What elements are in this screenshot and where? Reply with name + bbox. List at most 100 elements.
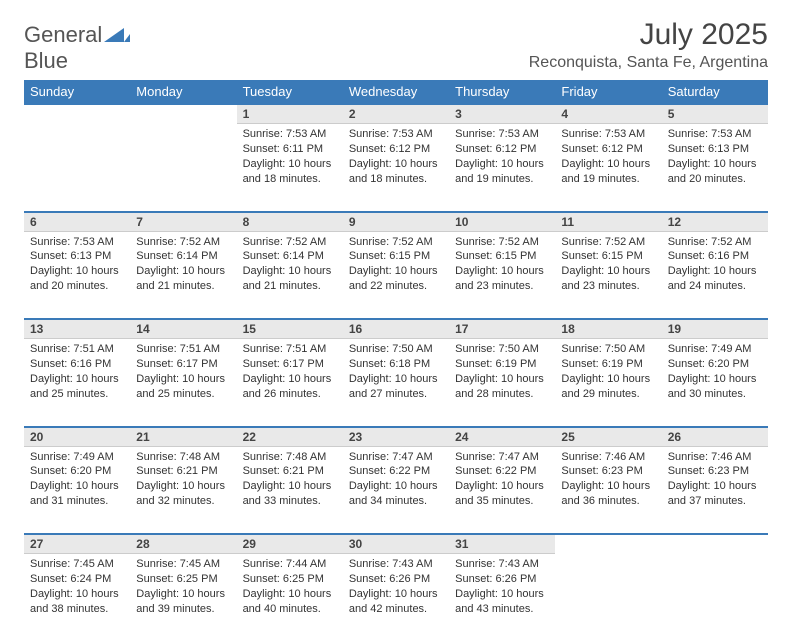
title-block: July 2025 Reconquista, Santa Fe, Argenti… bbox=[529, 18, 768, 72]
day-cell: Sunrise: 7:52 AMSunset: 6:16 PMDaylight:… bbox=[662, 231, 768, 319]
calendar-page: General Blue July 2025 Reconquista, Sant… bbox=[0, 0, 792, 642]
day-cell: Sunrise: 7:53 AMSunset: 6:13 PMDaylight:… bbox=[662, 124, 768, 212]
day-cell: Sunrise: 7:53 AMSunset: 6:11 PMDaylight:… bbox=[237, 124, 343, 212]
day-cell: Sunrise: 7:49 AMSunset: 6:20 PMDaylight:… bbox=[24, 446, 130, 534]
day-number-cell bbox=[130, 104, 236, 124]
day-number-cell: 11 bbox=[555, 212, 661, 232]
day-details: Sunrise: 7:51 AMSunset: 6:16 PMDaylight:… bbox=[24, 339, 130, 407]
day-number-cell: 5 bbox=[662, 104, 768, 124]
day-details: Sunrise: 7:51 AMSunset: 6:17 PMDaylight:… bbox=[130, 339, 236, 407]
day-details: Sunrise: 7:48 AMSunset: 6:21 PMDaylight:… bbox=[237, 447, 343, 515]
day-details: Sunrise: 7:53 AMSunset: 6:12 PMDaylight:… bbox=[555, 124, 661, 192]
day-details: Sunrise: 7:43 AMSunset: 6:26 PMDaylight:… bbox=[343, 554, 449, 622]
day-cell: Sunrise: 7:53 AMSunset: 6:13 PMDaylight:… bbox=[24, 231, 130, 319]
weekday-header-row: Sunday Monday Tuesday Wednesday Thursday… bbox=[24, 80, 768, 104]
day-details: Sunrise: 7:47 AMSunset: 6:22 PMDaylight:… bbox=[449, 447, 555, 515]
weekday-header: Sunday bbox=[24, 80, 130, 104]
day-cell: Sunrise: 7:46 AMSunset: 6:23 PMDaylight:… bbox=[662, 446, 768, 534]
day-details: Sunrise: 7:52 AMSunset: 6:15 PMDaylight:… bbox=[449, 232, 555, 300]
day-cell: Sunrise: 7:50 AMSunset: 6:19 PMDaylight:… bbox=[555, 339, 661, 427]
weekday-header: Saturday bbox=[662, 80, 768, 104]
day-cell: Sunrise: 7:51 AMSunset: 6:17 PMDaylight:… bbox=[237, 339, 343, 427]
day-cell: Sunrise: 7:52 AMSunset: 6:14 PMDaylight:… bbox=[130, 231, 236, 319]
day-cell: Sunrise: 7:53 AMSunset: 6:12 PMDaylight:… bbox=[343, 124, 449, 212]
day-cell: Sunrise: 7:50 AMSunset: 6:19 PMDaylight:… bbox=[449, 339, 555, 427]
day-cell: Sunrise: 7:51 AMSunset: 6:17 PMDaylight:… bbox=[130, 339, 236, 427]
day-cell: Sunrise: 7:52 AMSunset: 6:15 PMDaylight:… bbox=[449, 231, 555, 319]
day-details: Sunrise: 7:52 AMSunset: 6:14 PMDaylight:… bbox=[237, 232, 343, 300]
day-details: Sunrise: 7:47 AMSunset: 6:22 PMDaylight:… bbox=[343, 447, 449, 515]
day-details: Sunrise: 7:53 AMSunset: 6:11 PMDaylight:… bbox=[237, 124, 343, 192]
weekday-header: Wednesday bbox=[343, 80, 449, 104]
day-details: Sunrise: 7:53 AMSunset: 6:12 PMDaylight:… bbox=[449, 124, 555, 192]
day-number-cell: 30 bbox=[343, 534, 449, 554]
day-details: Sunrise: 7:50 AMSunset: 6:19 PMDaylight:… bbox=[555, 339, 661, 407]
day-number-cell: 7 bbox=[130, 212, 236, 232]
day-number-cell: 9 bbox=[343, 212, 449, 232]
day-cell: Sunrise: 7:49 AMSunset: 6:20 PMDaylight:… bbox=[662, 339, 768, 427]
day-number-cell: 28 bbox=[130, 534, 236, 554]
day-number-cell: 21 bbox=[130, 427, 236, 447]
day-details: Sunrise: 7:44 AMSunset: 6:25 PMDaylight:… bbox=[237, 554, 343, 622]
day-cell bbox=[555, 554, 661, 642]
day-details: Sunrise: 7:53 AMSunset: 6:13 PMDaylight:… bbox=[662, 124, 768, 192]
day-details: Sunrise: 7:46 AMSunset: 6:23 PMDaylight:… bbox=[662, 447, 768, 515]
day-number-cell: 14 bbox=[130, 319, 236, 339]
day-cell: Sunrise: 7:50 AMSunset: 6:18 PMDaylight:… bbox=[343, 339, 449, 427]
month-title: July 2025 bbox=[529, 18, 768, 52]
day-details: Sunrise: 7:50 AMSunset: 6:19 PMDaylight:… bbox=[449, 339, 555, 407]
weekday-header: Tuesday bbox=[237, 80, 343, 104]
day-cell: Sunrise: 7:47 AMSunset: 6:22 PMDaylight:… bbox=[343, 446, 449, 534]
day-cell: Sunrise: 7:48 AMSunset: 6:21 PMDaylight:… bbox=[237, 446, 343, 534]
day-details: Sunrise: 7:53 AMSunset: 6:13 PMDaylight:… bbox=[24, 232, 130, 300]
day-content-row: Sunrise: 7:45 AMSunset: 6:24 PMDaylight:… bbox=[24, 554, 768, 642]
day-cell: Sunrise: 7:53 AMSunset: 6:12 PMDaylight:… bbox=[555, 124, 661, 212]
day-cell bbox=[662, 554, 768, 642]
day-cell: Sunrise: 7:43 AMSunset: 6:26 PMDaylight:… bbox=[449, 554, 555, 642]
day-number-cell bbox=[555, 534, 661, 554]
day-number-cell: 23 bbox=[343, 427, 449, 447]
day-number-cell: 6 bbox=[24, 212, 130, 232]
day-number-cell: 8 bbox=[237, 212, 343, 232]
day-cell bbox=[24, 124, 130, 212]
day-details: Sunrise: 7:45 AMSunset: 6:25 PMDaylight:… bbox=[130, 554, 236, 622]
day-cell: Sunrise: 7:48 AMSunset: 6:21 PMDaylight:… bbox=[130, 446, 236, 534]
weekday-header: Thursday bbox=[449, 80, 555, 104]
day-number-row: 12345 bbox=[24, 104, 768, 124]
day-number-row: 20212223242526 bbox=[24, 427, 768, 447]
day-details: Sunrise: 7:49 AMSunset: 6:20 PMDaylight:… bbox=[662, 339, 768, 407]
day-number-cell: 27 bbox=[24, 534, 130, 554]
day-content-row: Sunrise: 7:51 AMSunset: 6:16 PMDaylight:… bbox=[24, 339, 768, 427]
day-number-cell: 3 bbox=[449, 104, 555, 124]
day-number-cell: 10 bbox=[449, 212, 555, 232]
day-number-cell: 31 bbox=[449, 534, 555, 554]
day-number-cell: 22 bbox=[237, 427, 343, 447]
day-cell: Sunrise: 7:46 AMSunset: 6:23 PMDaylight:… bbox=[555, 446, 661, 534]
day-cell: Sunrise: 7:44 AMSunset: 6:25 PMDaylight:… bbox=[237, 554, 343, 642]
day-details: Sunrise: 7:46 AMSunset: 6:23 PMDaylight:… bbox=[555, 447, 661, 515]
day-details: Sunrise: 7:52 AMSunset: 6:14 PMDaylight:… bbox=[130, 232, 236, 300]
day-cell: Sunrise: 7:52 AMSunset: 6:15 PMDaylight:… bbox=[555, 231, 661, 319]
day-cell: Sunrise: 7:52 AMSunset: 6:15 PMDaylight:… bbox=[343, 231, 449, 319]
weekday-header: Monday bbox=[130, 80, 236, 104]
day-number-cell: 1 bbox=[237, 104, 343, 124]
day-details: Sunrise: 7:52 AMSunset: 6:15 PMDaylight:… bbox=[555, 232, 661, 300]
day-cell: Sunrise: 7:45 AMSunset: 6:24 PMDaylight:… bbox=[24, 554, 130, 642]
day-content-row: Sunrise: 7:53 AMSunset: 6:11 PMDaylight:… bbox=[24, 124, 768, 212]
day-number-cell: 18 bbox=[555, 319, 661, 339]
day-details: Sunrise: 7:43 AMSunset: 6:26 PMDaylight:… bbox=[449, 554, 555, 622]
calendar-table: Sunday Monday Tuesday Wednesday Thursday… bbox=[24, 80, 768, 642]
day-number-cell: 20 bbox=[24, 427, 130, 447]
location-subtitle: Reconquista, Santa Fe, Argentina bbox=[529, 54, 768, 72]
day-number-cell bbox=[662, 534, 768, 554]
logo-triangle-icon bbox=[104, 26, 130, 42]
day-number-cell: 2 bbox=[343, 104, 449, 124]
day-cell: Sunrise: 7:53 AMSunset: 6:12 PMDaylight:… bbox=[449, 124, 555, 212]
day-number-cell: 12 bbox=[662, 212, 768, 232]
day-content-row: Sunrise: 7:49 AMSunset: 6:20 PMDaylight:… bbox=[24, 446, 768, 534]
day-cell: Sunrise: 7:47 AMSunset: 6:22 PMDaylight:… bbox=[449, 446, 555, 534]
logo-text-gray: General bbox=[24, 22, 102, 47]
day-number-cell: 25 bbox=[555, 427, 661, 447]
logo: General Blue bbox=[24, 18, 130, 74]
day-details: Sunrise: 7:50 AMSunset: 6:18 PMDaylight:… bbox=[343, 339, 449, 407]
